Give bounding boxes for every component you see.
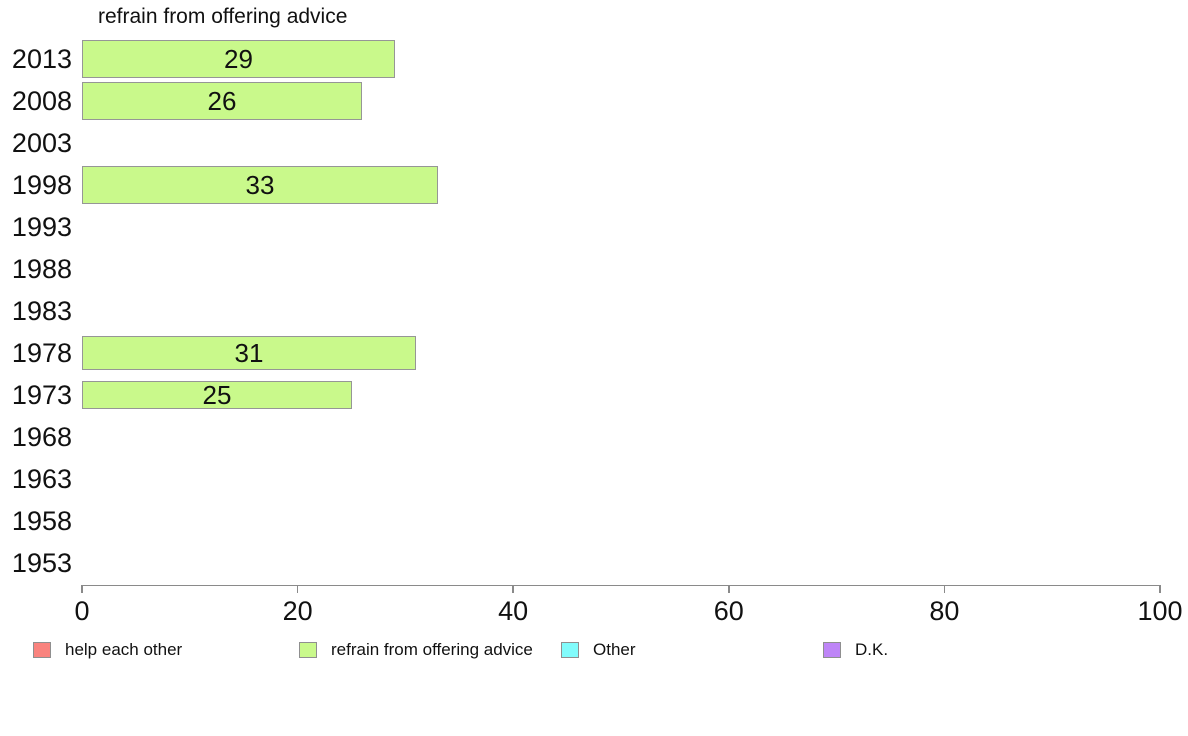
x-axis-tick: [512, 585, 514, 593]
bar-value-label: 25: [202, 379, 232, 410]
legend-swatch-icon: [33, 642, 51, 658]
y-axis-label: 2013: [11, 44, 72, 74]
x-axis-tick-label: 0: [74, 596, 90, 626]
bar-value-label: 29: [224, 43, 253, 74]
x-axis-tick-label: 80: [929, 596, 960, 626]
y-axis-label: 1973: [11, 380, 72, 410]
legend-swatch-icon: [823, 642, 841, 658]
x-axis-tick-label: 20: [282, 596, 313, 626]
x-axis-tick: [1159, 585, 1161, 593]
legend-swatch-icon: [561, 642, 579, 658]
y-axis-label: 1978: [11, 338, 72, 368]
y-axis-label: 2003: [11, 128, 72, 158]
y-axis-label: 1958: [11, 506, 72, 536]
x-axis-line: [82, 585, 1160, 586]
y-axis-label: 1988: [11, 254, 72, 284]
x-axis-tick: [943, 585, 946, 593]
y-axis-label: 1963: [11, 464, 72, 494]
x-axis-tick-label: 60: [713, 596, 744, 626]
legend-item: D.K.: [823, 639, 888, 661]
y-axis-label: 1998: [11, 170, 72, 200]
bar: 31: [82, 336, 416, 370]
y-axis-label: 2008: [11, 86, 72, 116]
legend-label: help each other: [65, 640, 183, 659]
bar-value-label: 26: [207, 85, 237, 116]
x-axis-tick-label: 40: [498, 596, 529, 626]
y-axis-label: 1993: [11, 212, 72, 242]
bar: 26: [82, 82, 362, 120]
legend-swatch-icon: [299, 642, 317, 658]
x-axis-tick: [81, 585, 83, 593]
bar: 29: [82, 40, 395, 78]
legend-item: Other: [561, 639, 636, 661]
y-axis-label: 1953: [11, 548, 72, 578]
y-axis-label: 1983: [11, 296, 72, 326]
x-axis-tick: [296, 585, 299, 593]
bar: 33: [82, 166, 438, 204]
x-axis-tick: [728, 585, 730, 593]
x-axis-tick-label: 100: [1137, 596, 1183, 626]
legend-item: refrain from offering advice: [299, 639, 533, 661]
chart-title: refrain from offering advice: [98, 5, 348, 28]
bar: 25: [82, 379, 352, 410]
bar-value-label: 33: [245, 169, 275, 200]
legend-item: help each other: [33, 639, 182, 661]
legend-label: refrain from offering advice: [331, 640, 533, 659]
legend-label: D.K.: [855, 640, 889, 659]
legend-label: Other: [593, 640, 636, 659]
y-axis-label: 1968: [11, 422, 72, 452]
bar-value-label: 31: [234, 337, 264, 368]
